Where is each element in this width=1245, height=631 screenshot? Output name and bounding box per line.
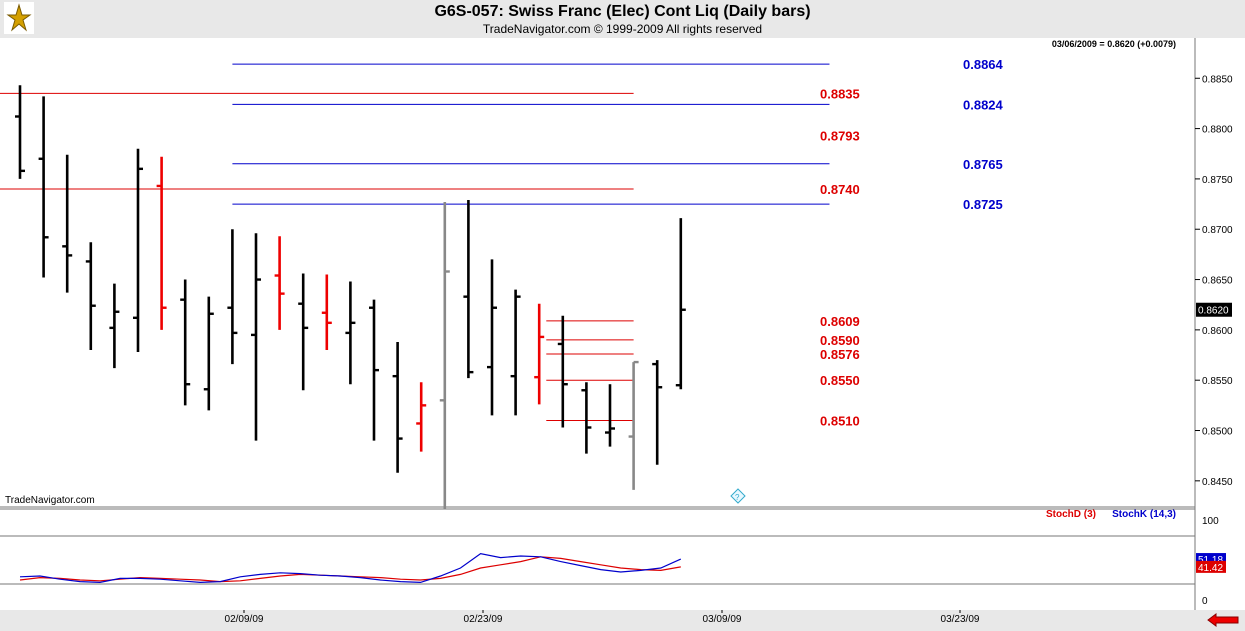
x-tick-label: 02/23/09	[464, 614, 503, 625]
y-tick-label: 0.8550	[1202, 376, 1233, 387]
y-tick-label: 0.8500	[1202, 427, 1233, 438]
y-tick-label: 0.8700	[1202, 225, 1233, 236]
chart-title: G6S-057: Swiss Franc (Elec) Cont Liq (Da…	[434, 3, 811, 20]
scroll-left-arrow-icon	[1207, 613, 1239, 627]
stoch-tick-label: 0	[1202, 596, 1208, 607]
level-label-0.8590: 0.8590	[820, 333, 860, 348]
level-label-0.8740: 0.8740	[820, 182, 860, 197]
level-label-0.8793: 0.8793	[820, 129, 860, 144]
level-label-0.8609: 0.8609	[820, 314, 860, 329]
stoch-d-value: 41.42	[1198, 563, 1223, 574]
last-quote-text: 03/06/2009 = 0.8620 (+0.0079)	[1052, 39, 1176, 49]
y-tick-label: 0.8450	[1202, 477, 1233, 488]
bottom-strip	[0, 610, 1245, 631]
legend-stochd: StochD (3)	[1046, 509, 1096, 520]
level-label-0.8835: 0.8835	[820, 86, 860, 101]
price-chart: 0.8450 0.8500 0.8550 0.8600 0.8650 0.8700 0.87…	[0, 38, 1233, 610]
watermark-text: TradeNavigator.com	[5, 495, 95, 506]
current-price-box	[1196, 302, 1232, 317]
level-label-0.8864: 0.8864	[963, 57, 1004, 72]
stoch-series-line-1	[19, 556, 681, 583]
x-tick-label: 02/09/09	[225, 614, 264, 625]
y-tick-label: 0.8850	[1202, 74, 1233, 85]
y-tick-label: 0.8600	[1202, 326, 1233, 337]
stoch-k-value: 51.18	[1198, 555, 1223, 566]
stoch-d-value-box	[1196, 560, 1226, 573]
info-diamond-icon	[730, 488, 746, 504]
x-tick-label: 03/23/09	[941, 614, 980, 625]
date-axis: 02/09/09 02/23/09 03/09/09 03/23/09	[225, 610, 1239, 627]
price-panel	[0, 38, 1195, 508]
x-tick-label: 03/09/09	[703, 614, 742, 625]
legend-stochk: StochK (14,3)	[1112, 509, 1176, 520]
level-label-0.8550: 0.8550	[820, 373, 860, 388]
y-tick-label: 0.8750	[1202, 175, 1233, 186]
trade-navigator-logo-icon	[4, 2, 34, 34]
current-price-label: 0.8620	[1198, 306, 1229, 317]
chart-header: G6S-057: Swiss Franc (Elec) Cont Liq (Da…	[0, 0, 1245, 38]
y-tick-label: 0.8650	[1202, 276, 1233, 287]
level-label-0.8725: 0.8725	[963, 197, 1003, 212]
level-label-0.8576: 0.8576	[820, 347, 860, 362]
level-label-0.8824: 0.8824	[963, 97, 1004, 112]
y-tick-label: 0.8800	[1202, 125, 1233, 136]
info-diamond-glyph: ?	[735, 493, 740, 502]
copyright-text: TradeNavigator.com © 1999-2009 All right…	[482, 22, 763, 36]
stoch-series-line-2	[19, 552, 682, 584]
level-label-0.8765: 0.8765	[963, 157, 1003, 172]
stoch-tick-label: 100	[1202, 516, 1219, 527]
level-label-0.8510: 0.8510	[820, 413, 860, 428]
